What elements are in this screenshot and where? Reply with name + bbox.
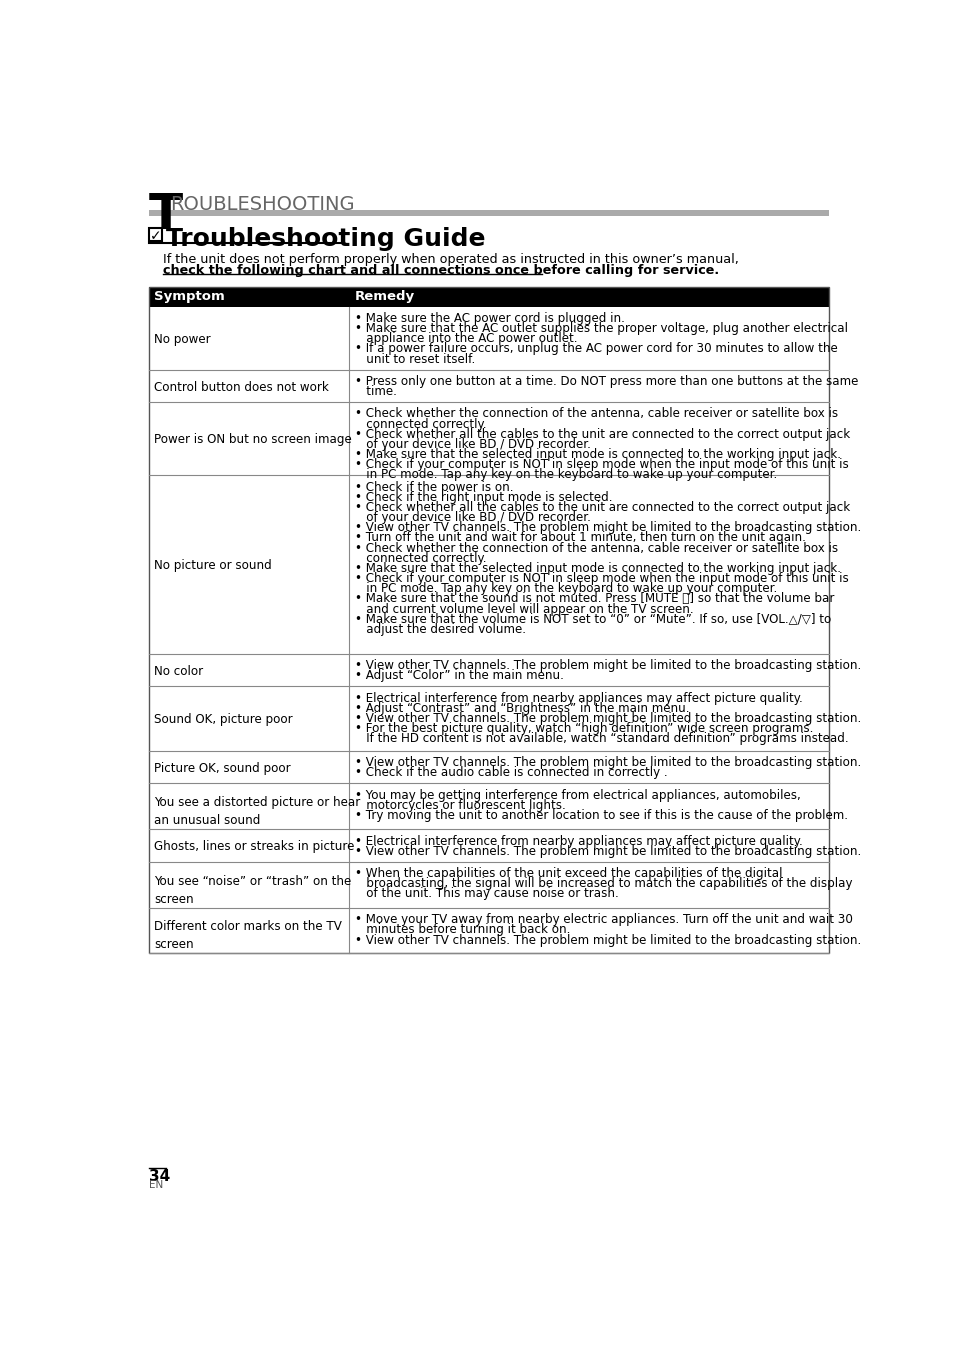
Text: • Electrical interference from nearby appliances may affect picture quality.: • Electrical interference from nearby ap… [355, 834, 801, 848]
Text: appliance into the AC power outlet.: appliance into the AC power outlet. [355, 332, 577, 345]
Text: • Make sure that the AC outlet supplies the proper voltage, plug another electri: • Make sure that the AC outlet supplies … [355, 322, 847, 336]
Text: • Try moving the unit to another location to see if this is the cause of the pro: • Try moving the unit to another locatio… [355, 809, 847, 822]
Text: • Check whether all the cables to the unit are connected to the correct output j: • Check whether all the cables to the un… [355, 501, 849, 514]
Text: T: T [149, 191, 183, 239]
Text: • Adjust “Contrast” and “Brightness” in the main menu.: • Adjust “Contrast” and “Brightness” in … [355, 702, 689, 714]
Bar [149, 654, 828, 686]
Text: No color: No color [154, 665, 203, 678]
Text: connected correctly.: connected correctly. [355, 418, 486, 430]
Text: of your device like BD / DVD recorder.: of your device like BD / DVD recorder. [355, 511, 590, 524]
Text: adjust the desired volume.: adjust the desired volume. [355, 623, 525, 636]
Text: • Move your TV away from nearby electric appliances. Turn off the unit and wait : • Move your TV away from nearby electric… [355, 914, 852, 926]
Text: • Check if the audio cable is connected in correctly .: • Check if the audio cable is connected … [355, 767, 667, 779]
Text: 34: 34 [149, 1169, 170, 1184]
Text: ✓: ✓ [150, 229, 162, 243]
Bar [149, 474, 828, 654]
Text: • Check if your computer is NOT in sleep mode when the input mode of this unit i: • Check if your computer is NOT in sleep… [355, 458, 848, 472]
Text: Different color marks on the TV
screen: Different color marks on the TV screen [154, 921, 341, 952]
Text: of the unit. This may cause noise or trash.: of the unit. This may cause noise or tra… [355, 887, 618, 900]
Text: of your device like BD / DVD recorder.: of your device like BD / DVD recorder. [355, 438, 590, 450]
Text: Troubleshooting Guide: Troubleshooting Guide [166, 228, 485, 251]
Text: No picture or sound: No picture or sound [154, 559, 272, 573]
Text: • Check whether all the cables to the unit are connected to the correct output j: • Check whether all the cables to the un… [355, 427, 849, 441]
Text: • View other TV channels. The problem might be limited to the broadcasting stati: • View other TV channels. The problem mi… [355, 934, 861, 946]
Text: broadcasting, the signal will be increased to match the capabilities of the disp: broadcasting, the signal will be increas… [355, 878, 851, 890]
Text: • Check if your computer is NOT in sleep mode when the input mode of this unit i: • Check if your computer is NOT in sleep… [355, 572, 848, 585]
Text: • Make sure the AC power cord is plugged in.: • Make sure the AC power cord is plugged… [355, 311, 624, 325]
Bar [149, 306, 828, 369]
Text: • View other TV channels. The problem might be limited to the broadcasting stati: • View other TV channels. The problem mi… [355, 712, 861, 725]
Bar [149, 829, 828, 861]
Text: Symptom: Symptom [154, 290, 225, 303]
Text: connected correctly.: connected correctly. [355, 551, 486, 565]
Bar [149, 909, 828, 953]
Text: • Make sure that the selected input mode is connected to the working input jack.: • Make sure that the selected input mode… [355, 448, 840, 461]
Text: • Check whether the connection of the antenna, cable receiver or satellite box i: • Check whether the connection of the an… [355, 542, 837, 554]
Text: • If a power failure occurs, unplug the AC power cord for 30 minutes to allow th: • If a power failure occurs, unplug the … [355, 342, 837, 356]
Bar [149, 861, 828, 909]
Text: • When the capabilities of the unit exceed the capabilities of the digital: • When the capabilities of the unit exce… [355, 867, 781, 880]
Text: • Press only one button at a time. Do NOT press more than one buttons at the sam: • Press only one button at a time. Do NO… [355, 375, 858, 388]
Text: • View other TV channels. The problem might be limited to the broadcasting stati: • View other TV channels. The problem mi… [355, 845, 861, 857]
Text: Power is ON but no screen image: Power is ON but no screen image [154, 434, 352, 446]
Text: in PC mode. Tap any key on the keyboard to wake up your computer.: in PC mode. Tap any key on the keyboard … [355, 582, 777, 596]
Text: If the HD content is not available, watch “standard definition” programs instead: If the HD content is not available, watc… [355, 732, 847, 745]
Text: Sound OK, picture poor: Sound OK, picture poor [154, 713, 293, 727]
Text: • Check if the power is on.: • Check if the power is on. [355, 480, 513, 493]
Text: EN: EN [150, 1180, 164, 1190]
Text: • For the best picture quality, watch “high definition” wide screen programs.: • For the best picture quality, watch “h… [355, 723, 812, 735]
Text: • Check whether the connection of the antenna, cable receiver or satellite box i: • Check whether the connection of the an… [355, 407, 837, 421]
Bar [149, 210, 828, 216]
Bar [149, 402, 828, 474]
Bar [149, 287, 828, 306]
Text: Ghosts, lines or streaks in picture: Ghosts, lines or streaks in picture [154, 840, 355, 853]
Text: • Adjust “Color” in the main menu.: • Adjust “Color” in the main menu. [355, 670, 563, 682]
Text: Control button does not work: Control button does not work [154, 380, 329, 394]
Text: Remedy: Remedy [355, 290, 415, 303]
Text: check the following chart and all connections once before calling for service.: check the following chart and all connec… [162, 264, 718, 278]
Text: in PC mode. Tap any key on the keyboard to wake up your computer.: in PC mode. Tap any key on the keyboard … [355, 468, 777, 481]
Text: ROUBLESHOOTING: ROUBLESHOOTING [171, 195, 355, 214]
Text: • View other TV channels. The problem might be limited to the broadcasting stati: • View other TV channels. The problem mi… [355, 659, 861, 673]
Text: unit to reset itself.: unit to reset itself. [355, 353, 475, 365]
Text: Picture OK, sound poor: Picture OK, sound poor [154, 762, 291, 775]
Text: • Make sure that the sound is not muted. Press [MUTE ⨉] so that the volume bar: • Make sure that the sound is not muted.… [355, 592, 833, 605]
Text: You see a distorted picture or hear
an unusual sound: You see a distorted picture or hear an u… [154, 797, 360, 828]
Text: • Make sure that the volume is NOT set to “0” or “Mute”. If so, use [VOL.△/▽] to: • Make sure that the volume is NOT set t… [355, 613, 830, 625]
Text: • Electrical interference from nearby appliances may affect picture quality.: • Electrical interference from nearby ap… [355, 692, 801, 705]
Text: minutes before turning it back on.: minutes before turning it back on. [355, 923, 570, 937]
Bar [149, 369, 828, 402]
Bar [149, 287, 828, 953]
Text: No power: No power [154, 333, 211, 346]
Text: motorcycles or fluorescent lights.: motorcycles or fluorescent lights. [355, 799, 565, 811]
Text: • You may be getting interference from electrical appliances, automobiles,: • You may be getting interference from e… [355, 789, 800, 802]
Text: • View other TV channels. The problem might be limited to the broadcasting stati: • View other TV channels. The problem mi… [355, 756, 861, 770]
Bar [149, 686, 828, 751]
Bar [149, 751, 828, 783]
Text: • Check if the right input mode is selected.: • Check if the right input mode is selec… [355, 491, 612, 504]
Bar [149, 783, 828, 829]
Text: time.: time. [355, 386, 396, 398]
Text: • View other TV channels. The problem might be limited to the broadcasting stati: • View other TV channels. The problem mi… [355, 522, 861, 534]
Text: You see “noise” or “trash” on the
screen: You see “noise” or “trash” on the screen [154, 875, 351, 906]
Text: If the unit does not perform properly when operated as instructed in this owner’: If the unit does not perform properly wh… [162, 252, 738, 266]
Bar [149, 228, 162, 241]
Text: • Make sure that the selected input mode is connected to the working input jack.: • Make sure that the selected input mode… [355, 562, 840, 574]
Text: • Turn off the unit and wait for about 1 minute, then turn on the unit again.: • Turn off the unit and wait for about 1… [355, 531, 805, 545]
Text: and current volume level will appear on the TV screen.: and current volume level will appear on … [355, 603, 693, 616]
